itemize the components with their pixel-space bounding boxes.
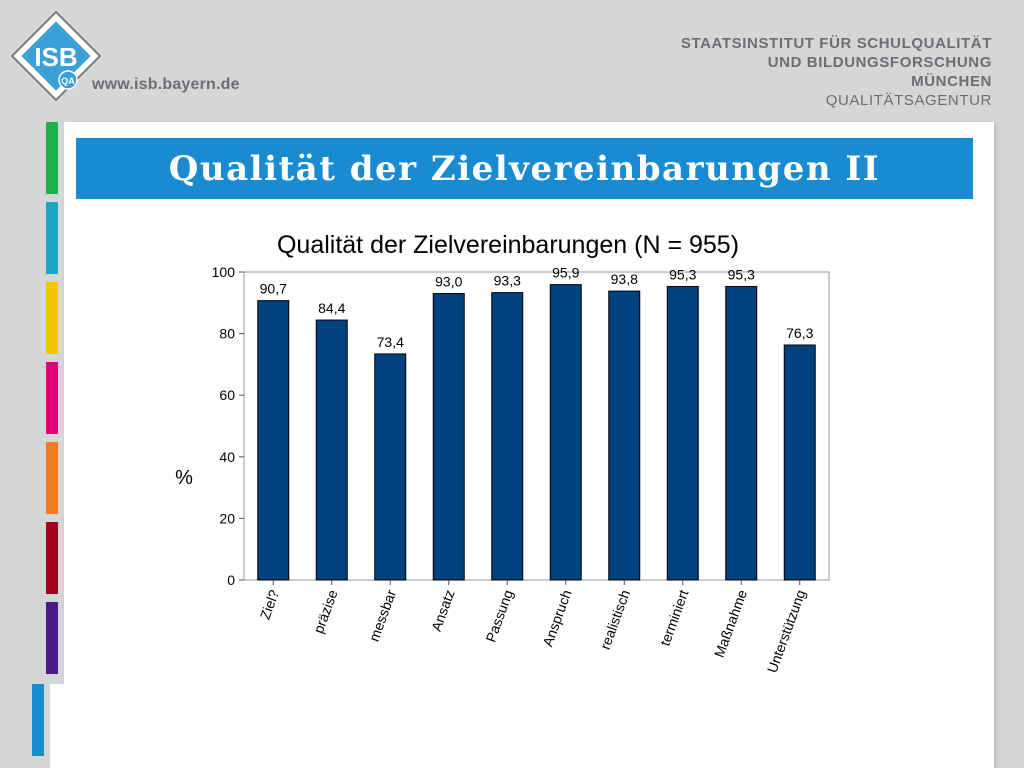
y-tick-label: 60	[219, 387, 235, 403]
plot-frame	[243, 271, 830, 581]
bar	[315, 319, 348, 581]
color-stripes	[46, 122, 58, 682]
x-tick-label: messbar	[366, 587, 400, 643]
slide-title: Qualität der Zielvereinbarungen II	[168, 148, 881, 189]
institute-line: MÜNCHEN	[911, 73, 992, 90]
bar	[257, 300, 290, 581]
stripe	[46, 522, 58, 594]
isb-logo-mark: ISB QA	[10, 10, 102, 102]
bar-value-label: 93,8	[611, 271, 638, 287]
x-tick-label: realistisch	[597, 588, 633, 652]
logo-badge: QA	[61, 76, 75, 86]
stripe	[46, 202, 58, 274]
bar-value-label: 93,0	[435, 274, 462, 290]
institute-name: STAATSINSTITUT FÜR SCHULQUALITÄT UND BIL…	[681, 34, 992, 110]
card-edge	[50, 684, 64, 768]
x-tick-label: Anspruch	[539, 588, 574, 649]
bar	[374, 353, 407, 581]
agency-name: QUALITÄTSAGENTUR	[825, 92, 992, 109]
bar	[608, 290, 641, 581]
stripe	[46, 362, 58, 434]
y-axis-label: %	[175, 467, 193, 489]
bar	[783, 344, 816, 581]
site-url-link[interactable]: www.isb.bayern.de	[92, 76, 240, 93]
bar-value-label: 73,4	[377, 334, 404, 350]
bar	[725, 285, 758, 581]
stripe	[46, 602, 58, 674]
y-tick-label: 20	[219, 510, 235, 526]
x-tick-label: Unterstützung	[764, 588, 809, 675]
chart-title: Qualität der Zielvereinbarungen (N = 955…	[277, 231, 739, 259]
bar	[549, 284, 582, 581]
stripe	[46, 442, 58, 514]
bar-value-label: 93,3	[494, 273, 521, 289]
bar-value-label: 76,3	[786, 325, 813, 341]
bar	[491, 292, 524, 581]
bar	[432, 293, 465, 581]
y-tick-label: 40	[219, 449, 235, 465]
bar	[666, 285, 699, 581]
institute-line: UND BILDUNGSFORSCHUNG	[767, 54, 992, 71]
bar-value-label: 84,4	[318, 300, 345, 316]
x-tick-label: terminiert	[657, 587, 692, 647]
bar-value-label: 95,3	[728, 266, 755, 282]
x-tick-label: Ansatz	[428, 588, 458, 634]
institute-line: STAATSINSTITUT FÜR SCHULQUALITÄT	[680, 35, 992, 52]
y-tick-label: 100	[212, 264, 236, 280]
isb-logo[interactable]: ISB QA	[8, 8, 104, 104]
logo-text: ISB	[34, 42, 77, 72]
x-tick-label: Ziel?	[257, 587, 282, 621]
bar-value-label: 95,3	[669, 266, 696, 282]
y-tick-label: 80	[219, 326, 235, 342]
slide-card: Qualität der Zielvereinbarungen II	[64, 122, 994, 768]
x-tick-label: Passung	[482, 588, 516, 645]
x-tick-label: präzise	[310, 587, 341, 635]
slide-title-bar: Qualität der Zielvereinbarungen II	[76, 138, 973, 199]
stripe	[46, 282, 58, 354]
bar-value-label: 90,7	[260, 281, 287, 297]
x-tick-label: Maßnahme	[711, 587, 750, 659]
plot-area: 0 20 40 60 80 100 90,7 Ziel? 84,4 präzise 73,4 mess…	[212, 264, 830, 675]
bar-value-label: 95,9	[552, 265, 579, 281]
stripe	[46, 122, 58, 194]
y-tick-label: 0	[227, 572, 235, 588]
stripe-bottom	[32, 684, 44, 756]
